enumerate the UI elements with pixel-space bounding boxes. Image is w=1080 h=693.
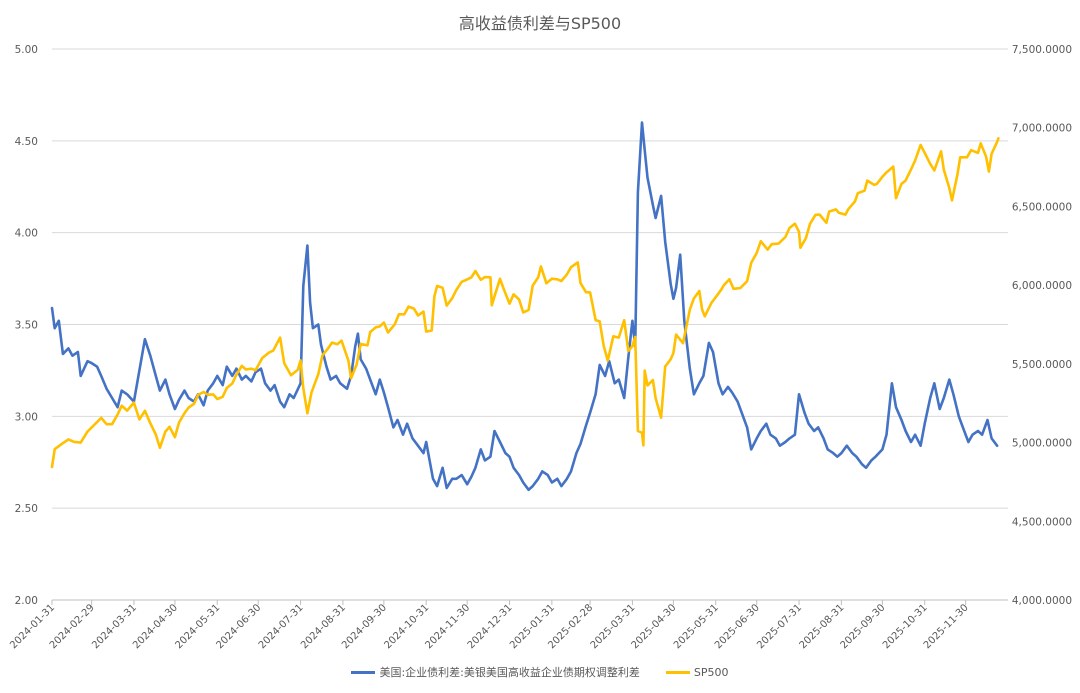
y-left-tick-label: 3.50 — [15, 320, 38, 332]
series-line-sp500 — [50, 137, 1000, 469]
grid-layer — [52, 48, 1008, 601]
legend-item-sp500: SP500 — [665, 664, 729, 680]
y-right-tick-label: 4,000.0000 — [1012, 595, 1072, 607]
legend-label-spread: 美国:企业债利差:美银美国高收益企业债期权调整利差 — [379, 666, 640, 679]
axis-x: 2024-01-312024-02-292024-03-312024-04-30… — [8, 599, 1008, 651]
y-right-tick-label: 6,000.0000 — [1012, 280, 1072, 292]
chart-title: 高收益债利差与SP500 — [458, 14, 622, 33]
axis-right: 4,000.0000 4,500.0000 5,000.0000 5,500.0000… — [1012, 44, 1072, 607]
legend-item-spread: 美国:企业债利差:美银美国高收益企业债期权调整利差 — [351, 664, 640, 680]
legend-swatch-spread — [351, 670, 376, 674]
y-right-tick-label: 7,000.0000 — [1012, 123, 1072, 135]
y-right-tick-label: 5,500.0000 — [1012, 359, 1072, 371]
y-right-tick-label: 7,500.0000 — [1012, 44, 1072, 56]
y-right-tick-label: 4,500.0000 — [1012, 516, 1072, 528]
y-right-tick-label: 6,500.0000 — [1012, 201, 1072, 213]
y-left-tick-label: 2.50 — [15, 503, 38, 515]
y-right-tick-label: 5,000.0000 — [1012, 438, 1072, 450]
y-left-tick-label: 4.50 — [15, 136, 38, 148]
legend-label-sp500: SP500 — [693, 665, 729, 679]
y-left-tick-label: 3.00 — [15, 411, 38, 423]
series-line-spread — [50, 121, 999, 492]
y-left-tick-label: 2.00 — [15, 595, 38, 607]
legend-swatch-sp500 — [665, 670, 690, 674]
axis-left: 2.00 2.50 3.00 3.50 4.00 4.50 5.00 — [15, 44, 38, 607]
legend: 美国:企业债利差:美银美国高收益企业债期权调整利差 SP500 — [0, 664, 1080, 680]
y-left-tick-label: 5.00 — [15, 44, 38, 56]
series-layer — [50, 121, 1000, 492]
y-left-tick-label: 4.00 — [15, 228, 38, 240]
